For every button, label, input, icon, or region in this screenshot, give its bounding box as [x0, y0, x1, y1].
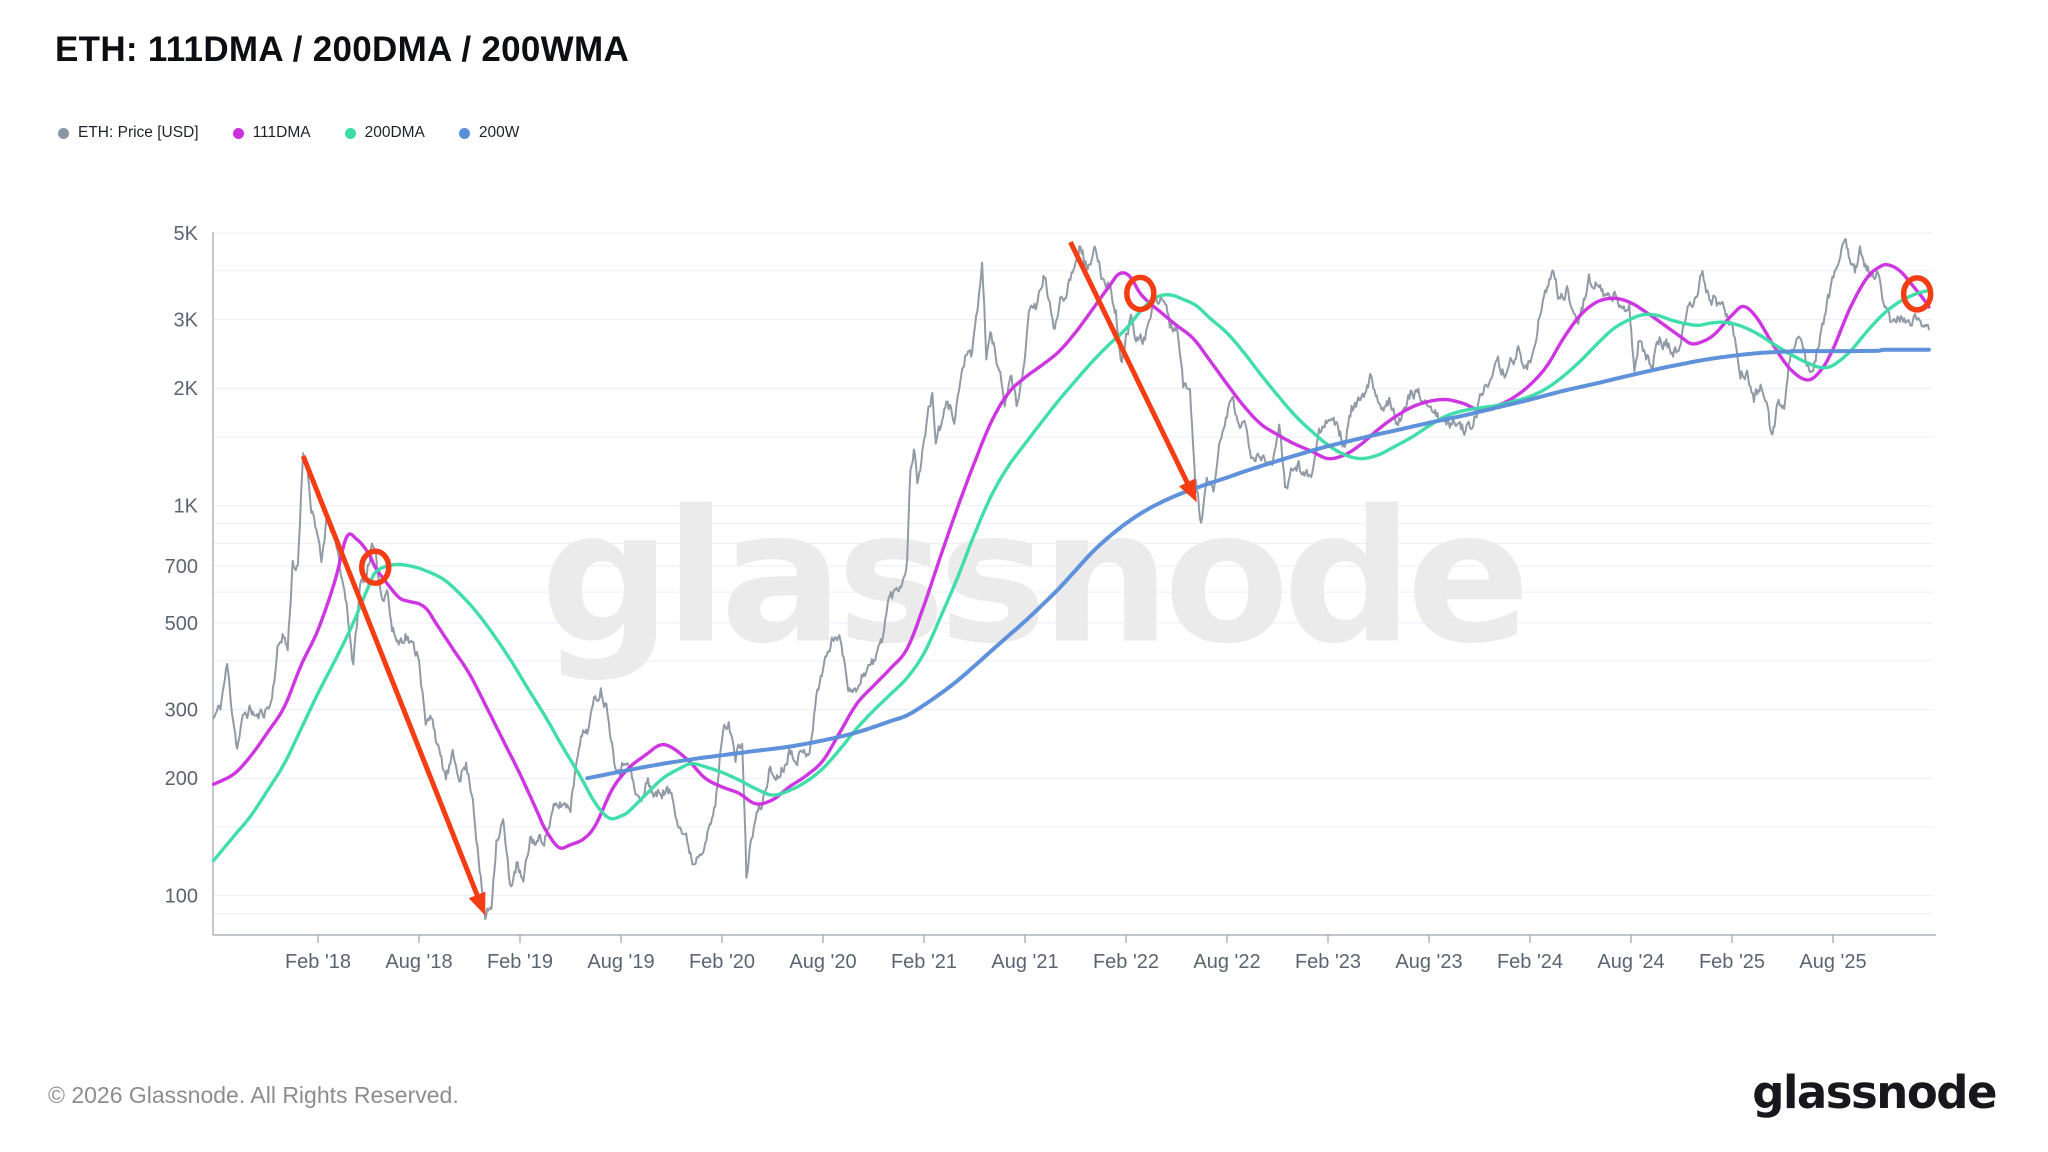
svg-text:500: 500 — [165, 613, 198, 635]
legend-item-200w[interactable]: 200W — [458, 124, 520, 142]
legend: ETH: Price [USD] 111DMA 200DMA 200W — [58, 124, 553, 142]
svg-text:Aug '21: Aug '21 — [991, 951, 1058, 973]
svg-text:Aug '20: Aug '20 — [789, 951, 856, 973]
111dma-swatch-icon — [232, 127, 244, 139]
svg-text:glassnode: glassnode — [540, 472, 1523, 685]
copyright-text: © 2026 Glassnode. All Rights Reserved. — [48, 1082, 459, 1108]
legend-label-200dma: 200DMA — [364, 124, 425, 141]
legend-label-200w: 200W — [478, 124, 520, 141]
svg-text:700: 700 — [165, 556, 198, 578]
svg-text:Aug '25: Aug '25 — [1799, 951, 1866, 973]
glassnode-logo: glassnode — [1752, 1066, 1997, 1119]
svg-text:Aug '24: Aug '24 — [1597, 951, 1664, 973]
svg-text:100: 100 — [165, 886, 198, 908]
svg-text:3K: 3K — [174, 310, 199, 332]
svg-text:Feb '19: Feb '19 — [487, 951, 553, 973]
legend-label-111dma: 111DMA — [252, 124, 311, 141]
legend-item-eth-price[interactable]: ETH: Price [USD] — [58, 124, 199, 142]
svg-text:Aug '18: Aug '18 — [385, 951, 452, 973]
svg-text:Aug '23: Aug '23 — [1395, 951, 1462, 973]
svg-text:Feb '25: Feb '25 — [1699, 951, 1765, 973]
svg-text:1K: 1K — [174, 496, 199, 518]
svg-text:2K: 2K — [174, 378, 199, 400]
svg-text:Feb '24: Feb '24 — [1497, 951, 1563, 973]
svg-text:Aug '22: Aug '22 — [1193, 951, 1260, 973]
legend-item-111dma[interactable]: 111DMA — [232, 124, 311, 142]
svg-text:Aug '19: Aug '19 — [587, 951, 654, 973]
svg-text:5K: 5K — [174, 223, 199, 245]
200dma-swatch-icon — [344, 127, 356, 139]
svg-text:Feb '21: Feb '21 — [891, 951, 957, 973]
svg-text:200: 200 — [165, 768, 198, 790]
svg-text:Feb '18: Feb '18 — [285, 951, 351, 973]
svg-text:Feb '23: Feb '23 — [1295, 951, 1361, 973]
200w-swatch-icon — [458, 127, 470, 139]
svg-text:300: 300 — [165, 700, 198, 722]
svg-text:Feb '20: Feb '20 — [689, 951, 755, 973]
page-title: ETH: 111DMA / 200DMA / 200WMA — [55, 30, 630, 69]
svg-text:Feb '22: Feb '22 — [1093, 951, 1159, 973]
legend-label-eth-price: ETH: Price [USD] — [78, 124, 199, 141]
legend-item-200dma[interactable]: 200DMA — [344, 124, 425, 142]
eth-price-swatch-icon — [58, 127, 69, 139]
